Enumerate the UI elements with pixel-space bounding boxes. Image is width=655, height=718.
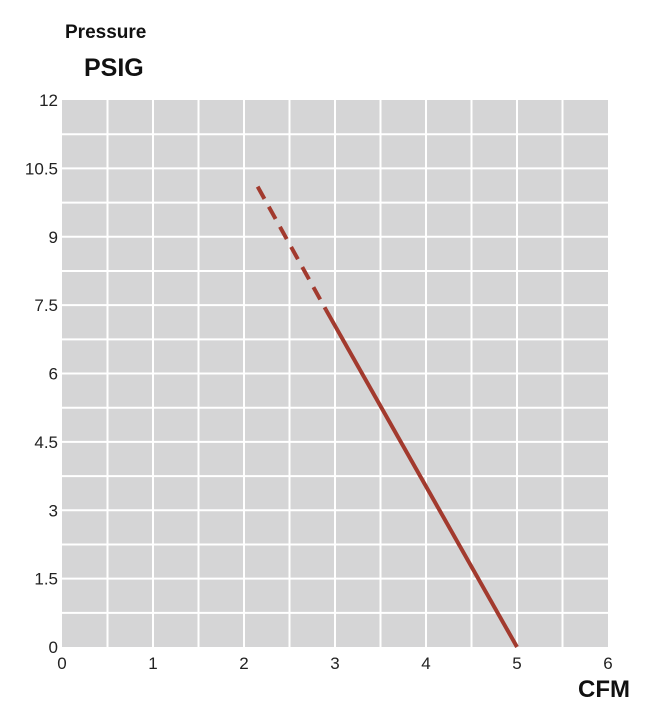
y-axis-label-pressure: Pressure: [65, 22, 147, 43]
x-axis-label: CFM: [578, 676, 630, 703]
y-tick-label: 9: [49, 228, 58, 247]
x-tick-label: 4: [421, 654, 430, 673]
x-tick-label: 0: [57, 654, 66, 673]
x-tick-label: 2: [239, 654, 248, 673]
y-tick-label: 12: [39, 91, 58, 110]
x-tick-label: 5: [512, 654, 521, 673]
x-tick-label: 6: [603, 654, 612, 673]
y-tick-label: 1.5: [34, 570, 58, 589]
series-line-solid: [324, 308, 519, 648]
y-axis-label-unit: PSIG: [84, 54, 144, 82]
y-tick-label: 10.5: [25, 159, 58, 178]
series-line-dashed: [255, 185, 328, 311]
y-tick-label: 6: [49, 365, 58, 384]
x-tick-label: 3: [330, 654, 339, 673]
y-tick-label: 7.5: [34, 296, 58, 315]
x-tick-label: 1: [148, 654, 157, 673]
y-tick-label: 4.5: [34, 433, 58, 452]
y-tick-label: 3: [49, 501, 58, 520]
y-tick-label: 0: [49, 638, 58, 657]
